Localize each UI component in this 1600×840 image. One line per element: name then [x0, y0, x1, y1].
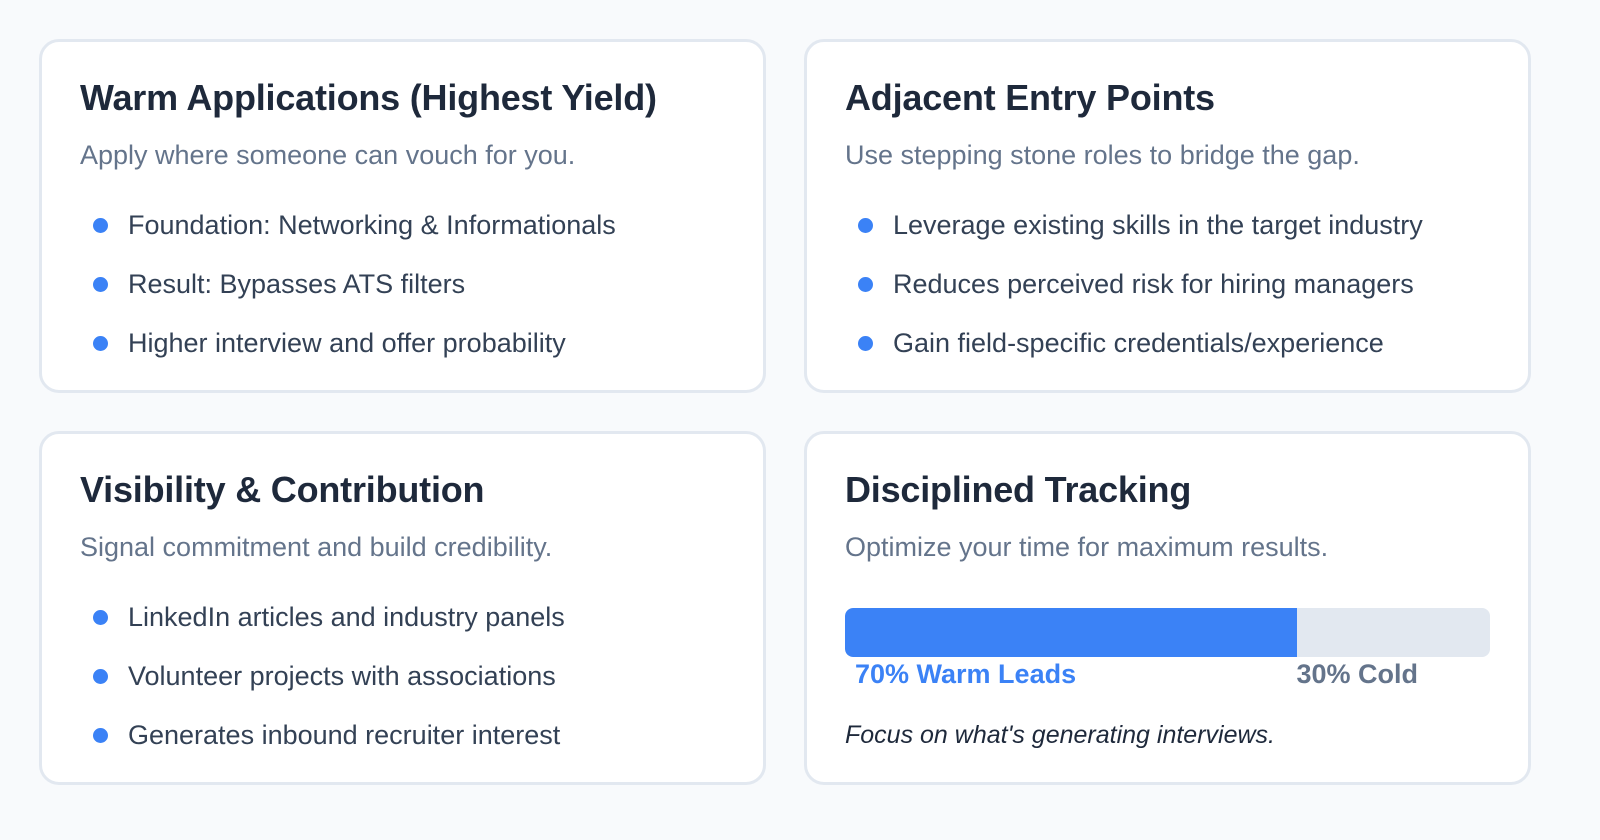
cold-leads-label: 30% Cold	[1296, 659, 1419, 689]
warm-cold-progress: 70% Warm Leads 30% Cold	[845, 608, 1490, 699]
list-item: Gain field-specific credentials/experien…	[845, 314, 1490, 373]
bullet-text: LinkedIn articles and industry panels	[128, 602, 565, 632]
card-subtitle: Use stepping stone roles to bridge the g…	[845, 140, 1360, 170]
bullet-dot-icon	[93, 610, 108, 625]
bullet-dot-icon	[858, 277, 873, 292]
bullet-text: Higher interview and offer probability	[128, 328, 566, 358]
bullet-text: Generates inbound recruiter interest	[128, 720, 561, 750]
card-title: Warm Applications (Highest Yield)	[80, 77, 657, 118]
bullet-list: Leverage existing skills in the target i…	[845, 196, 1490, 373]
card-title: Adjacent Entry Points	[845, 77, 1215, 118]
bullet-dot-icon	[93, 277, 108, 292]
bullet-text: Volunteer projects with associations	[128, 661, 556, 691]
progress-track	[845, 608, 1490, 657]
progress-fill-warm	[845, 608, 1297, 657]
list-item: Generates inbound recruiter interest	[80, 706, 725, 765]
bullet-dot-icon	[858, 218, 873, 233]
list-item: Foundation: Networking & Informationals	[80, 196, 725, 255]
card-visibility-contribution: Visibility & Contribution Signal commitm…	[39, 431, 766, 785]
list-item: Reduces perceived risk for hiring manage…	[845, 255, 1490, 314]
card-title: Disciplined Tracking	[845, 469, 1192, 510]
bullet-dot-icon	[93, 336, 108, 351]
bullet-text: Reduces perceived risk for hiring manage…	[893, 269, 1414, 299]
card-adjacent-entry-points: Adjacent Entry Points Use stepping stone…	[804, 39, 1531, 393]
strategy-card-grid: Warm Applications (Highest Yield) Apply …	[39, 39, 1561, 785]
bullet-list: LinkedIn articles and industry panels Vo…	[80, 588, 725, 765]
tracking-note: Focus on what's generating interviews.	[845, 721, 1275, 749]
list-item: Result: Bypasses ATS filters	[80, 255, 725, 314]
list-item: Leverage existing skills in the target i…	[845, 196, 1490, 255]
card-title: Visibility & Contribution	[80, 469, 485, 510]
card-subtitle: Optimize your time for maximum results.	[845, 532, 1329, 562]
list-item: Higher interview and offer probability	[80, 314, 725, 373]
bullet-text: Leverage existing skills in the target i…	[893, 210, 1423, 240]
bullet-dot-icon	[93, 669, 108, 684]
card-subtitle: Apply where someone can vouch for you.	[80, 140, 576, 170]
list-item: Volunteer projects with associations	[80, 647, 725, 706]
bullet-text: Gain field-specific credentials/experien…	[893, 328, 1384, 358]
bullet-list: Foundation: Networking & Informationals …	[80, 196, 725, 373]
bullet-text: Result: Bypasses ATS filters	[128, 269, 466, 299]
bullet-dot-icon	[858, 336, 873, 351]
bullet-dot-icon	[93, 218, 108, 233]
bullet-dot-icon	[93, 728, 108, 743]
card-subtitle: Signal commitment and build credibility.	[80, 532, 553, 562]
progress-labels: 70% Warm Leads 30% Cold	[845, 659, 1490, 699]
card-disciplined-tracking: Disciplined Tracking Optimize your time …	[804, 431, 1531, 785]
bullet-text: Foundation: Networking & Informationals	[128, 210, 616, 240]
warm-leads-label: 70% Warm Leads	[855, 659, 1077, 689]
list-item: LinkedIn articles and industry panels	[80, 588, 725, 647]
card-warm-applications: Warm Applications (Highest Yield) Apply …	[39, 39, 766, 393]
